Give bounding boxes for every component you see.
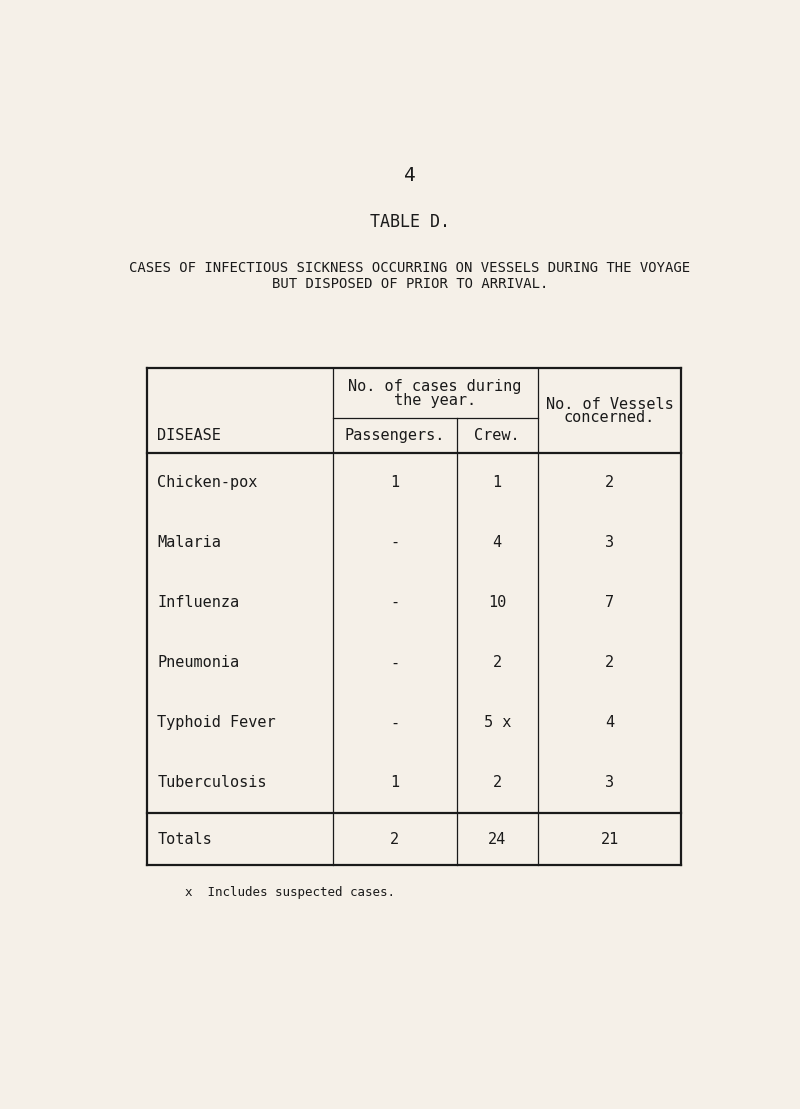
Text: 10: 10 (488, 596, 506, 610)
Text: 4: 4 (605, 715, 614, 731)
Text: BUT DISPOSED OF PRIOR TO ARRIVAL.: BUT DISPOSED OF PRIOR TO ARRIVAL. (272, 277, 548, 291)
Text: the year.: the year. (394, 394, 476, 408)
Text: Passengers.: Passengers. (344, 428, 445, 442)
Text: Typhoid Fever: Typhoid Fever (158, 715, 276, 731)
Text: 5 x: 5 x (483, 715, 511, 731)
Text: 1: 1 (390, 775, 399, 791)
Text: 4: 4 (404, 166, 416, 185)
Text: Crew.: Crew. (474, 428, 520, 442)
Text: 2: 2 (493, 775, 502, 791)
Text: 3: 3 (605, 536, 614, 550)
Text: Totals: Totals (158, 832, 212, 846)
Text: 7: 7 (605, 596, 614, 610)
Text: -: - (390, 655, 399, 670)
Text: Pneumonia: Pneumonia (158, 655, 239, 670)
Text: CASES OF INFECTIOUS SICKNESS OCCURRING ON VESSELS DURING THE VOYAGE: CASES OF INFECTIOUS SICKNESS OCCURRING O… (130, 261, 690, 275)
Text: -: - (390, 715, 399, 731)
Text: 2: 2 (493, 655, 502, 670)
Text: Chicken-pox: Chicken-pox (158, 475, 258, 490)
Text: Influenza: Influenza (158, 596, 239, 610)
Text: 2: 2 (605, 655, 614, 670)
Text: 2: 2 (390, 832, 399, 846)
Text: concerned.: concerned. (564, 410, 655, 426)
Text: Malaria: Malaria (158, 536, 222, 550)
Text: -: - (390, 536, 399, 550)
Text: No. of Vessels: No. of Vessels (546, 397, 674, 411)
Text: -: - (390, 596, 399, 610)
Text: 21: 21 (601, 832, 618, 846)
Text: 1: 1 (493, 475, 502, 490)
Text: 4: 4 (493, 536, 502, 550)
Text: x  Includes suspected cases.: x Includes suspected cases. (186, 886, 395, 898)
Text: TABLE D.: TABLE D. (370, 213, 450, 231)
Text: No. of cases during: No. of cases during (349, 379, 522, 395)
Text: Tuberculosis: Tuberculosis (158, 775, 267, 791)
Text: 24: 24 (488, 832, 506, 846)
Text: 2: 2 (605, 475, 614, 490)
Text: 1: 1 (390, 475, 399, 490)
Text: 3: 3 (605, 775, 614, 791)
Text: DISEASE: DISEASE (158, 428, 222, 442)
